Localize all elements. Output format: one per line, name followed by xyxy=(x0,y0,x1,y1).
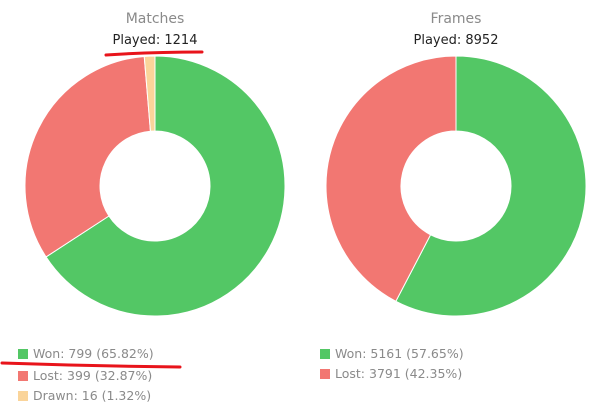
frames-played-count: Played: 8952 xyxy=(413,33,499,48)
legend-label-won: Won: 799 (65.82%) xyxy=(33,346,154,361)
won-underline-mark xyxy=(0,361,182,369)
legend-label-won: Won: 5161 (57.65%) xyxy=(335,346,464,361)
legend-swatch-won xyxy=(320,349,330,359)
legend-swatch-lost xyxy=(18,371,28,381)
frames-title: Frames xyxy=(430,11,482,27)
slice-drawn[interactable] xyxy=(143,55,156,132)
legend-label-lost: Lost: 3791 (42.35%) xyxy=(335,366,463,381)
slice-lost[interactable] xyxy=(325,55,457,302)
played-underline-mark xyxy=(104,50,204,57)
legend-item-won[interactable]: Won: 799 (65.82%) xyxy=(18,346,154,362)
legend-label-drawn: Drawn: 16 (1.32%) xyxy=(33,388,152,403)
legend-item-drawn[interactable]: Drawn: 16 (1.32%) xyxy=(18,388,151,404)
legend-item-won[interactable]: Won: 5161 (57.65%) xyxy=(320,346,464,362)
legend-swatch-drawn xyxy=(18,391,28,401)
matches-title: Matches xyxy=(125,11,185,27)
matches-donut xyxy=(24,55,286,317)
legend-label-lost: Lost: 399 (32.87%) xyxy=(33,368,153,383)
legend-swatch-won xyxy=(18,349,28,359)
annotation-marks xyxy=(0,50,204,369)
legend-swatch-lost xyxy=(320,369,330,379)
matches-played-count: Played: 1214 xyxy=(112,33,198,48)
slice-lost[interactable] xyxy=(24,55,151,258)
legend-item-lost[interactable]: Lost: 399 (32.87%) xyxy=(18,368,152,384)
slice-won[interactable] xyxy=(395,55,587,317)
frames-donut xyxy=(325,55,587,317)
slice-won[interactable] xyxy=(45,55,286,317)
legend-item-lost[interactable]: Lost: 3791 (42.35%) xyxy=(320,366,462,382)
